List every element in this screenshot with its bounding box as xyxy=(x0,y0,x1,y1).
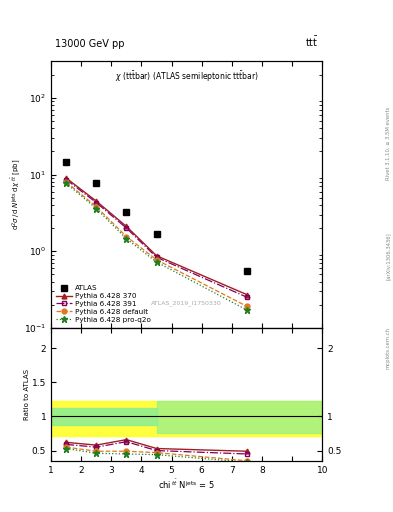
Text: tt$\bar{\mathrm{t}}$: tt$\bar{\mathrm{t}}$ xyxy=(305,35,318,49)
Text: ATLAS_2019_I1750330: ATLAS_2019_I1750330 xyxy=(151,301,222,306)
Text: $\chi$ (tt$\bar{\mathrm{t}}$bar) (ATLAS semileptonic tt$\bar{\mathrm{t}}$bar): $\chi$ (tt$\bar{\mathrm{t}}$bar) (ATLAS … xyxy=(115,70,259,84)
Legend: ATLAS, Pythia 6.428 370, Pythia 6.428 391, Pythia 6.428 default, Pythia 6.428 pr: ATLAS, Pythia 6.428 370, Pythia 6.428 39… xyxy=(55,284,152,324)
Text: 13000 GeV pp: 13000 GeV pp xyxy=(55,38,125,49)
Text: [arXiv:1306.3436]: [arXiv:1306.3436] xyxy=(386,232,391,280)
Text: Rivet 3.1.10, ≥ 3.5M events: Rivet 3.1.10, ≥ 3.5M events xyxy=(386,106,391,180)
Y-axis label: Ratio to ATLAS: Ratio to ATLAS xyxy=(24,369,31,420)
Y-axis label: $\mathrm{d}^2\sigma\,/\,\mathrm{d}\,N^{\mathrm{jets}}\,\mathrm{d}\,\chi^{\,t\bar: $\mathrm{d}^2\sigma\,/\,\mathrm{d}\,N^{\… xyxy=(9,159,22,230)
Text: mcplots.cern.ch: mcplots.cern.ch xyxy=(386,327,391,369)
X-axis label: chi$^{\,t\bar{t}}$ N$^{\mathrm{jets}}$ = 5: chi$^{\,t\bar{t}}$ N$^{\mathrm{jets}}$ =… xyxy=(158,477,215,491)
